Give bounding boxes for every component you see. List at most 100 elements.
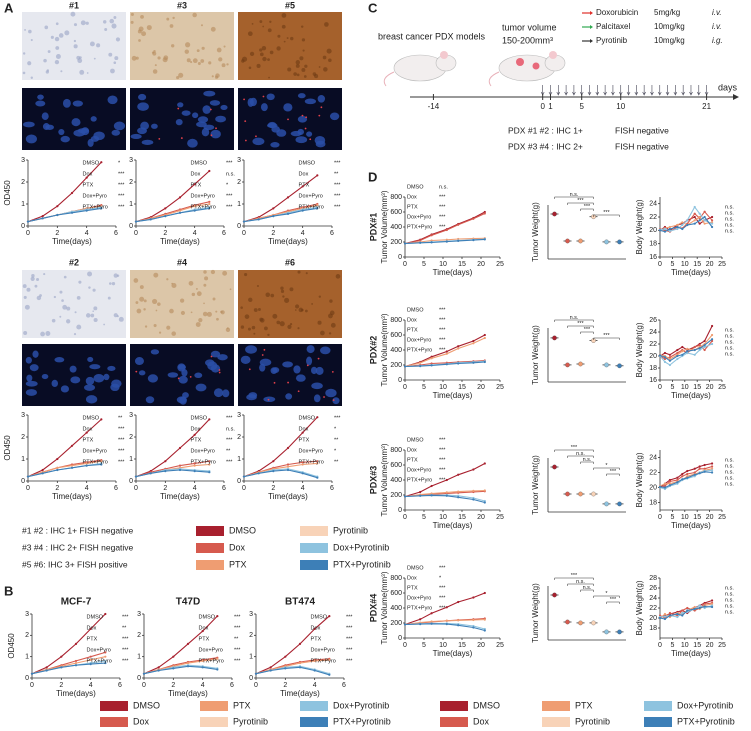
bracket: [593, 214, 620, 217]
data-point: [445, 240, 448, 243]
series-line: [135, 460, 210, 478]
image-texture: [267, 28, 272, 33]
chart-title: PDX#1: [368, 213, 378, 242]
image-texture: [262, 25, 265, 28]
image-texture: [293, 72, 297, 76]
y-tick-label: 20: [649, 353, 657, 360]
data-point: [419, 623, 422, 626]
x-axis-label: Time(days): [52, 237, 92, 246]
image-texture: [244, 272, 248, 277]
nucleus: [194, 372, 203, 379]
image-texture: [269, 20, 272, 23]
x-tick-label: 15: [693, 514, 701, 521]
data-point: [164, 470, 167, 473]
weight-dot: [604, 629, 609, 635]
data-point: [430, 622, 433, 625]
data-point: [445, 478, 448, 482]
series-label: PTX+Pyro: [299, 459, 324, 465]
image-texture: [172, 16, 175, 20]
image-texture: [303, 75, 307, 78]
weight-dot: [565, 491, 570, 497]
image-texture: [66, 306, 71, 311]
series-line: [143, 665, 218, 675]
volume-range: 150-200mm³: [502, 35, 553, 45]
signal-dot: [309, 138, 312, 141]
y-tick-label: 200: [390, 620, 402, 627]
significance: ***: [118, 459, 125, 465]
image-texture: [204, 276, 209, 281]
image-texture: [200, 24, 203, 27]
signal-dot: [244, 120, 247, 123]
series-label: Dox: [83, 171, 93, 177]
note: #5 #6: IHC 3+ FISH positive: [22, 559, 128, 569]
x-tick-label: 5: [670, 514, 674, 521]
y-tick-label: 22: [649, 469, 657, 476]
significance: *: [605, 591, 608, 597]
series-label: PTX: [299, 182, 310, 188]
image-texture: [295, 304, 300, 309]
series-line: [243, 462, 318, 478]
data-point: [681, 221, 684, 224]
x-tick-label: 25: [718, 261, 726, 268]
series-label: Dox+Pyro: [407, 214, 431, 220]
image-texture: [317, 320, 322, 325]
image-texture: [79, 56, 82, 59]
x-axis-label: Time(days): [160, 492, 200, 501]
image-texture: [335, 274, 341, 279]
image-texture: [60, 70, 63, 73]
nucleus: [25, 356, 32, 364]
weight-dot: [565, 619, 570, 625]
y-tick-label: 2: [237, 434, 241, 441]
x-tick-label: 0: [142, 682, 146, 689]
significance: n.s.: [725, 597, 734, 603]
nucleus: [45, 124, 54, 130]
significance: ***: [584, 327, 591, 333]
signal-dot: [135, 370, 138, 373]
y-tick-label: 800: [390, 317, 402, 324]
signal-dot: [287, 381, 290, 384]
x-tick-label: 15: [693, 261, 701, 268]
nucleus: [203, 90, 216, 97]
image-texture: [223, 45, 226, 48]
series-label: DMSO: [407, 307, 424, 313]
treatment-route: i.v.: [712, 22, 722, 31]
dose-marker: [572, 85, 576, 96]
y-tick-label: 200: [390, 362, 402, 369]
dose-marker: [681, 85, 685, 96]
data-point: [328, 673, 331, 676]
data-point: [698, 472, 701, 475]
legend-label: PTX+Pyrotinib: [333, 559, 391, 569]
image-texture: [191, 292, 196, 297]
data-point: [208, 418, 211, 421]
data-point: [681, 345, 684, 349]
data-point: [681, 609, 684, 612]
nucleus: [110, 383, 120, 392]
data-point: [698, 606, 701, 610]
bracket: [554, 196, 594, 199]
series-label: Dox+Pyro: [299, 193, 323, 199]
data-point: [472, 361, 475, 364]
weight-dot: [552, 335, 557, 341]
series-label: Dox: [83, 426, 93, 432]
data-point: [316, 207, 319, 210]
x-axis-label: Time(days): [671, 649, 711, 658]
nucleus: [266, 93, 275, 101]
data-point: [269, 666, 272, 669]
image-texture: [253, 308, 258, 312]
data-point: [693, 212, 696, 215]
image-texture: [301, 68, 306, 72]
x-tick-label: 2: [59, 682, 63, 689]
image-texture: [22, 284, 27, 288]
significance: ***: [439, 605, 446, 611]
image-texture: [133, 278, 139, 283]
x-tick-label: 15: [458, 384, 466, 391]
series-label: DMSO: [311, 614, 328, 620]
image-texture: [268, 76, 270, 79]
data-point: [472, 217, 475, 220]
data-point: [710, 225, 714, 229]
image-texture: [43, 58, 47, 63]
nucleus: [177, 102, 184, 108]
nucleus: [60, 385, 70, 393]
image-texture: [136, 308, 142, 314]
significance: n.s.: [226, 426, 235, 432]
